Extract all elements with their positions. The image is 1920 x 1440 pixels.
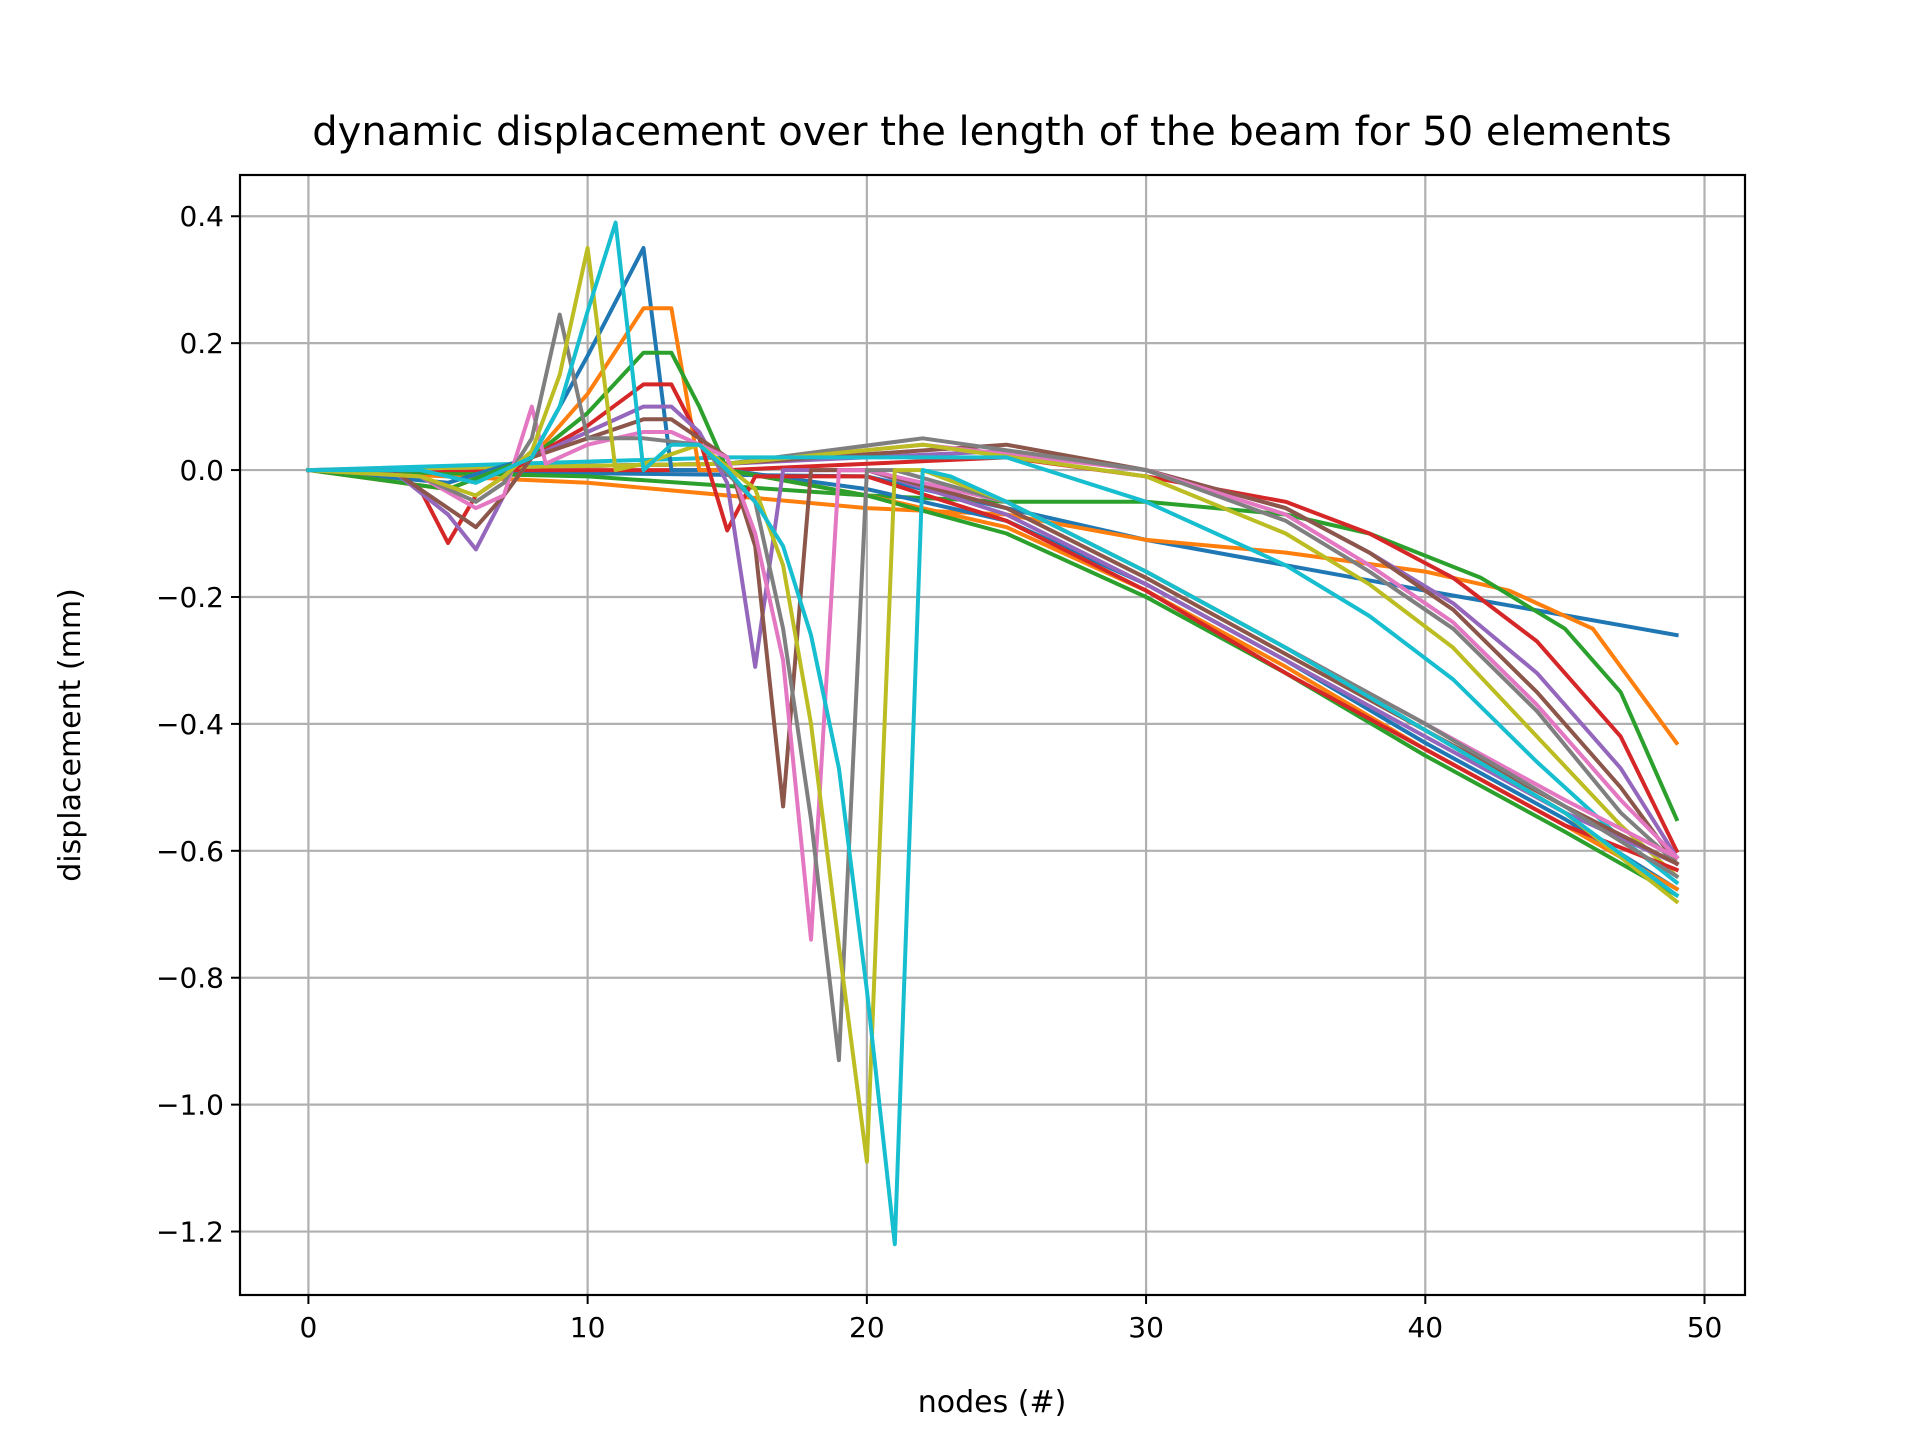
series-line-10 <box>306 455 1680 886</box>
x-tick-label: 50 <box>1687 1311 1723 1344</box>
y-tick-label: −0.8 <box>156 962 224 995</box>
series-line-8 <box>306 436 1680 867</box>
y-axis-label: displacement (mm) <box>53 588 88 882</box>
x-tick-label: 20 <box>849 1311 885 1344</box>
y-tick-label: 0.4 <box>179 200 224 233</box>
series-layer <box>306 220 1680 1247</box>
y-tick-label: 0.0 <box>179 454 224 487</box>
plot-frame <box>238 173 1747 1297</box>
series-line-4 <box>306 455 1680 854</box>
x-axis-label: nodes (#) <box>918 1385 1067 1420</box>
series-line-9 <box>306 442 1680 880</box>
y-tick-label: −1.2 <box>156 1216 224 1249</box>
series-line-16 <box>306 417 1680 867</box>
series-line-6 <box>306 442 1680 867</box>
y-tick-label: 0.2 <box>179 327 224 360</box>
y-tick-label: −1.0 <box>156 1089 224 1122</box>
y-tick-label: −0.4 <box>156 708 224 741</box>
x-tick-label: 10 <box>570 1311 606 1344</box>
x-tick-label: 0 <box>299 1311 317 1344</box>
x-tick-label: 30 <box>1128 1311 1164 1344</box>
y-tick-label: −0.6 <box>156 835 224 868</box>
chart-title: dynamic displacement over the length of … <box>312 109 1671 155</box>
x-tick-label: 40 <box>1407 1311 1443 1344</box>
series-line-20 <box>306 220 1680 1247</box>
tick-layer: 0 10 20 30 40 50 0.4 0.2 0.0 −0.2 −0.4 −0.6 −0.8 −1.0… <box>156 200 1722 1344</box>
y-tick-label: −0.2 <box>156 581 224 614</box>
